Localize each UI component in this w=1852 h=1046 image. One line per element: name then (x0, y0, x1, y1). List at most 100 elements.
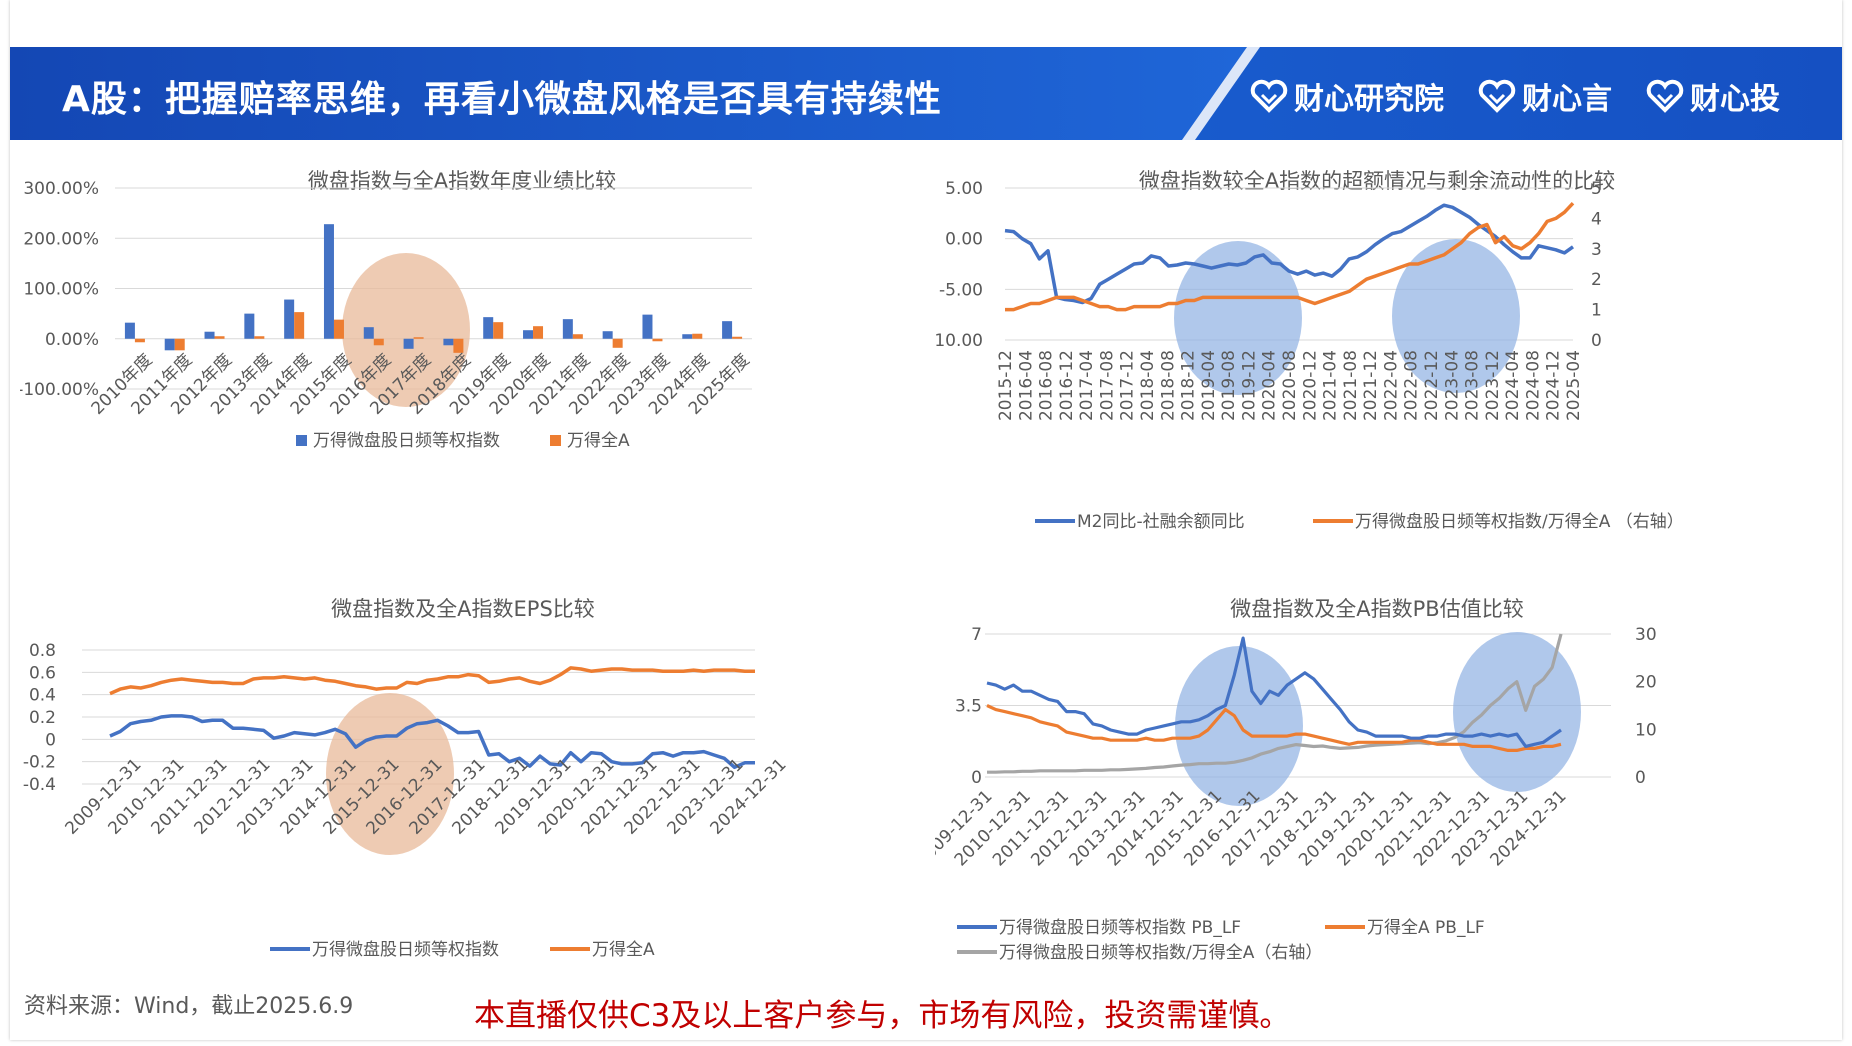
bar (642, 314, 653, 339)
bar (652, 338, 663, 342)
bar (363, 327, 374, 339)
slide-frame (10, 0, 1842, 1040)
chart-excess-liquidity: 微盘指数较全A指数的超额情况与剩余流动性的比较 5.00 0.00 -5.00 -10… (928, 150, 1795, 554)
x-tick-label: 2023-12 (1483, 350, 1503, 421)
brand-name: 财心研究院 (1294, 82, 1444, 117)
bar (562, 319, 573, 339)
bar (612, 338, 623, 348)
series-line (987, 633, 1563, 774)
bar (572, 334, 583, 339)
bar (134, 338, 145, 343)
y-tick-label: -0.4 (23, 775, 56, 795)
legend-label: 万得微盘股日频等权指数 PB_LF (999, 918, 1241, 938)
y-left-tick-label: -5.00 (939, 280, 983, 300)
chart-annual-returns: 微盘指数与全A指数年度业绩比较 300.00% 200.00% 100.00% 0.0… (17, 150, 900, 554)
bar (533, 326, 544, 339)
y-right-tick-label: 30 (1635, 625, 1657, 645)
y-right-tick-label: 0 (1635, 768, 1646, 788)
x-tick-label: 2025-04 (1564, 350, 1584, 421)
x-tick-label: 2023-04 (1442, 350, 1462, 421)
legend-label: 万得全A (567, 431, 630, 451)
legend-label: 万得微盘股日频等权指数/万得全A（右轴） (999, 943, 1322, 963)
x-tick-label: 2022-04 (1381, 350, 1401, 421)
x-tick-label: 2016-12 (1057, 350, 1077, 421)
legend: 万得微盘股日频等权指数 万得全A (296, 431, 630, 451)
page-title: A股：把握赔率思维，再看小微盘风格是否具有持续性 (62, 79, 942, 120)
y-left-tick-label: 5.00 (945, 179, 983, 199)
brand-invest: 财心投 (1646, 74, 1780, 118)
y-tick-label: 0.00% (45, 330, 99, 350)
x-tick-label: 2018-12 (1179, 350, 1199, 421)
y-tick-label: -0.2 (23, 753, 56, 773)
bar (483, 317, 494, 339)
y-tick-label: 0.6 (29, 663, 56, 683)
bar (214, 336, 225, 339)
x-tick-label: 2017-08 (1097, 350, 1117, 421)
bar (164, 338, 175, 351)
x-tick-label: 2020-04 (1260, 350, 1280, 421)
y-tick-label: 100.00% (23, 280, 99, 300)
chart-title: 微盘指数及全A指数EPS比较 (331, 597, 595, 621)
brand-name: 财心投 (1690, 82, 1780, 117)
y-tick-label: 0.2 (29, 708, 56, 728)
series-line (109, 666, 755, 696)
y-right-tick-label: 10 (1635, 720, 1657, 740)
chart-title: 微盘指数与全A指数年度业绩比较 (308, 169, 616, 193)
chart-title: 微盘指数及全A指数PB估值比较 (1230, 597, 1523, 621)
highlight-ellipse (1174, 241, 1302, 395)
x-tick-label: 2017-04 (1077, 350, 1097, 421)
y-left-tick-label: -10.00 (935, 331, 983, 351)
chart-eps: 微盘指数及全A指数EPS比较 0.8 0.6 0.4 0.2 0 -0.2 -0.4 2009… (20, 582, 900, 986)
x-tick-label: 2022-08 (1402, 350, 1422, 421)
data-source: 资料来源：Wind，截止2025.6.9 (24, 994, 354, 1019)
heart-logo-icon (1646, 79, 1684, 113)
bar (174, 338, 185, 351)
legend-swatch (550, 435, 561, 446)
y-tick-label: 300.00% (23, 179, 99, 199)
bar (692, 333, 703, 339)
x-tick-label: 2024-12 (1544, 350, 1564, 421)
y-tick-label: 0.4 (29, 686, 56, 706)
x-tick-label: 2018-08 (1158, 350, 1178, 421)
x-tick-label: 2016-08 (1037, 350, 1057, 421)
bar (284, 299, 295, 339)
y-tick-label: 200.00% (23, 229, 99, 249)
x-tick-label: 2021-04 (1321, 350, 1341, 421)
legend-label: 万得微盘股日频等权指数 (313, 431, 500, 451)
legend: 万得微盘股日频等权指数 万得全A (270, 940, 655, 960)
bar (373, 338, 384, 346)
bar (523, 330, 534, 339)
series-line (1005, 201, 1575, 312)
y-left-tick-label: 3.5 (955, 697, 982, 717)
x-tick-label: 2017-12 (1118, 350, 1138, 421)
bar (204, 331, 215, 339)
y-tick-label: 0.8 (29, 641, 56, 661)
series-line (986, 704, 1562, 752)
x-tick-label: 2019-08 (1219, 350, 1239, 421)
y-right-tick-label: 1 (1591, 301, 1602, 321)
legend-label: 万得全A PB_LF (1367, 918, 1485, 938)
brand-words: 财心言 (1478, 74, 1612, 118)
x-tick-label: 2015-12 (996, 350, 1016, 421)
bar (124, 322, 135, 339)
series-line (1004, 203, 1575, 305)
bar (453, 338, 464, 353)
bar (254, 336, 265, 339)
chart-pb: 微盘指数及全A指数PB估值比较 7 3.5 0 30 20 10 0 2009-12-31 20… (913, 582, 1795, 986)
legend-label: 万得微盘股日频等权指数 (312, 940, 499, 960)
y-left-tick-label: 0 (971, 768, 982, 788)
legend: M2同比-社融余额同比 万得微盘股日频等权指数/万得全A （右轴） (1035, 512, 1684, 532)
risk-disclaimer: 本直播仅供C3及以上客户参与，市场有风险，投资需谨慎。 (474, 998, 1291, 1034)
x-tick-label: 2020-08 (1280, 350, 1300, 421)
x-tick-label: 2022-12 (1422, 350, 1442, 421)
brand-name: 财心言 (1522, 82, 1612, 117)
bar (333, 319, 344, 339)
y-right-tick-label: 0 (1591, 331, 1602, 351)
x-tick-label: 2019-12 (1239, 350, 1259, 421)
y-right-tick-label: 5 (1591, 179, 1602, 199)
x-tick-label: 2021-12 (1361, 350, 1381, 421)
bar (493, 322, 504, 339)
brand-logos: 财心研究院 财心言 财心投 (1250, 74, 1780, 118)
y-right-tick-label: 4 (1591, 209, 1602, 229)
bar (244, 313, 255, 339)
